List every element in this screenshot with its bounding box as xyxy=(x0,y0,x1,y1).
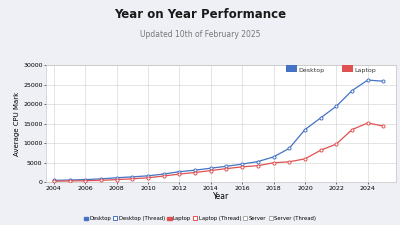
Bar xyxy=(286,65,297,72)
Text: Desktop: Desktop xyxy=(298,68,324,73)
Legend: Desktop, Desktop (Thread), Laptop, Laptop (Thread), Server, Server (Thread): Desktop, Desktop (Thread), Laptop, Lapto… xyxy=(84,216,316,221)
Text: Laptop: Laptop xyxy=(354,68,376,73)
X-axis label: Year: Year xyxy=(213,192,229,201)
Text: Year on Year Performance: Year on Year Performance xyxy=(114,8,286,21)
Y-axis label: Average CPU Mark: Average CPU Mark xyxy=(14,92,20,156)
Text: Updated 10th of February 2025: Updated 10th of February 2025 xyxy=(140,30,260,39)
Bar xyxy=(342,65,353,72)
